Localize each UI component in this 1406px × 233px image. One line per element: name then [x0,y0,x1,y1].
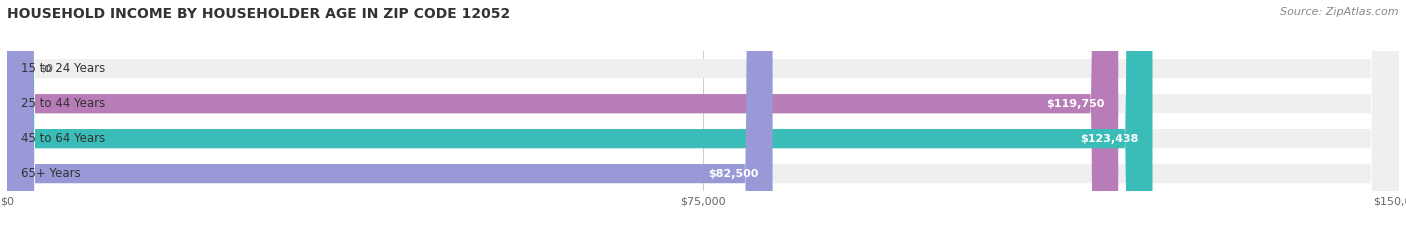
Text: 45 to 64 Years: 45 to 64 Years [21,132,105,145]
Text: $0: $0 [39,64,53,74]
Text: $82,500: $82,500 [709,169,759,178]
FancyBboxPatch shape [7,0,1399,233]
Text: 25 to 44 Years: 25 to 44 Years [21,97,105,110]
Text: HOUSEHOLD INCOME BY HOUSEHOLDER AGE IN ZIP CODE 12052: HOUSEHOLD INCOME BY HOUSEHOLDER AGE IN Z… [7,7,510,21]
Text: Source: ZipAtlas.com: Source: ZipAtlas.com [1281,7,1399,17]
FancyBboxPatch shape [7,0,1153,233]
FancyBboxPatch shape [7,0,1399,233]
FancyBboxPatch shape [7,0,1399,233]
Text: 65+ Years: 65+ Years [21,167,80,180]
Text: $119,750: $119,750 [1046,99,1104,109]
Text: $123,438: $123,438 [1080,134,1139,144]
FancyBboxPatch shape [7,0,1118,233]
Text: 15 to 24 Years: 15 to 24 Years [21,62,105,75]
FancyBboxPatch shape [7,0,1399,233]
FancyBboxPatch shape [7,0,773,233]
